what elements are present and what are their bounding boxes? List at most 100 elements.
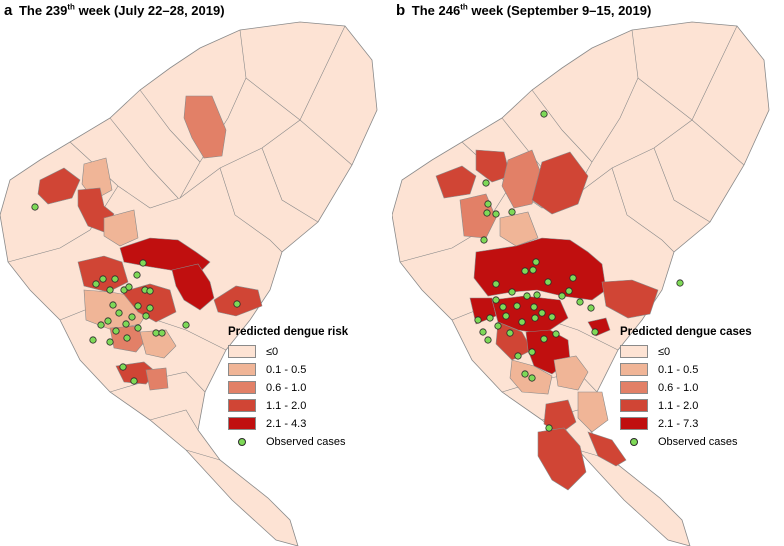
legend-label: 0.1 - 0.5 [266, 363, 307, 376]
region [473, 237, 607, 301]
observed-case-marker [97, 321, 105, 329]
region [121, 283, 177, 323]
observed-case-marker [99, 275, 107, 283]
observed-case-marker [115, 309, 123, 317]
observed-case-marker [532, 258, 540, 266]
legend-item: 2.1 - 7.3 [620, 415, 782, 432]
legend-label: ≤0 [266, 345, 279, 358]
observed-case-marker [518, 318, 526, 326]
observed-case-marker [523, 292, 531, 300]
observed-case-marker [182, 321, 190, 329]
observed-case-marker [92, 280, 100, 288]
legend-item: ≤0 [228, 343, 390, 360]
region [183, 95, 227, 159]
region [171, 263, 215, 311]
map-panel-a: a The 239th week (July 22–28, 2019) Pred… [0, 2, 390, 546]
observed-case-marker [474, 316, 482, 324]
legend-label: 1.1 - 2.0 [658, 399, 699, 412]
observed-case-marker [540, 110, 548, 118]
legend-label: 0.6 - 1.0 [658, 381, 699, 394]
legend-item: 2.1 - 4.3 [228, 415, 390, 432]
region [145, 367, 169, 391]
legend-swatch [228, 381, 256, 394]
legend-item: 0.1 - 0.5 [620, 361, 782, 378]
observed-case-marker [484, 200, 492, 208]
legend-a: Predicted dengue risk ≤0 0.1 - 0.5 0.6 -… [228, 326, 390, 451]
observed-case-marker [508, 208, 516, 216]
observed-case-marker [494, 322, 502, 330]
legend-label: Observed cases [266, 435, 346, 448]
legend-item: 1.1 - 2.0 [228, 397, 390, 414]
region [435, 165, 477, 199]
observed-case-marker [119, 363, 127, 371]
observed-case-marker [142, 312, 150, 320]
region [543, 399, 577, 435]
legend-label: Observed cases [658, 435, 738, 448]
observed-case-marker [109, 301, 117, 309]
observed-case-marker [544, 278, 552, 286]
observed-case-marker [112, 327, 120, 335]
region [531, 151, 589, 215]
panel-letter-b: b [396, 2, 406, 19]
observed-case-marker [533, 291, 541, 299]
observed-case-marker [552, 330, 560, 338]
choropleth-map-b [392, 21, 770, 546]
observed-case-marker [576, 298, 584, 306]
region [601, 279, 659, 319]
observed-case-marker [106, 338, 114, 346]
region [537, 427, 587, 491]
observed-case-marker [538, 309, 546, 317]
legend-swatch [228, 363, 256, 376]
observed-case-marker [587, 304, 595, 312]
observed-case-marker [506, 329, 514, 337]
observed-case-marker [591, 328, 599, 336]
region [495, 321, 533, 361]
legend-swatch [228, 399, 256, 412]
observed-case-marker [531, 314, 539, 322]
region [103, 209, 139, 247]
legend-swatch [620, 417, 648, 430]
legend-swatch [620, 363, 648, 376]
region [37, 167, 81, 205]
observed-case-marker [134, 324, 142, 332]
observed-case-marker [104, 317, 112, 325]
observed-case-marker [483, 209, 491, 217]
panel-title-b: b The 246th week (September 9–15, 2019) [396, 2, 652, 19]
legend-swatch [228, 417, 256, 430]
panel-letter-a: a [4, 2, 13, 19]
map-base-b [392, 21, 770, 546]
observed-case-marker [106, 286, 114, 294]
observed-case-marker [134, 302, 142, 310]
region [553, 355, 589, 391]
observed-case-marker [514, 352, 522, 360]
observed-case-marker [513, 302, 521, 310]
legend-b: Predicted dengue cases ≤0 0.1 - 0.5 0.6 … [620, 326, 782, 451]
observed-case-marker [529, 266, 537, 274]
observed-case-marker [508, 288, 516, 296]
observed-case-marker [123, 334, 131, 342]
legend-swatch [620, 399, 648, 412]
legend-label: ≤0 [658, 345, 671, 358]
observed-case-marker [486, 314, 494, 322]
observed-case-marker [125, 283, 133, 291]
observed-case-marker [480, 236, 488, 244]
observed-case-dot-icon [630, 437, 638, 446]
observed-case-marker [528, 374, 536, 382]
observed-case-marker [146, 287, 154, 295]
observed-case-marker [89, 336, 97, 344]
observed-case-marker [111, 275, 119, 283]
observed-case-marker [676, 279, 684, 287]
legend-item: 0.6 - 1.0 [620, 379, 782, 396]
observed-case-marker [122, 320, 130, 328]
observed-case-marker [130, 377, 138, 385]
map-base-a [0, 21, 378, 546]
observed-case-marker [152, 329, 160, 337]
observed-case-marker [482, 179, 490, 187]
observed-case-marker [521, 370, 529, 378]
region [587, 431, 627, 467]
legend-item: 1.1 - 2.0 [620, 397, 782, 414]
legend-item-observed: Observed cases [228, 433, 390, 450]
observed-case-marker [484, 336, 492, 344]
observed-case-marker [528, 348, 536, 356]
legend-label: 1.1 - 2.0 [266, 399, 307, 412]
